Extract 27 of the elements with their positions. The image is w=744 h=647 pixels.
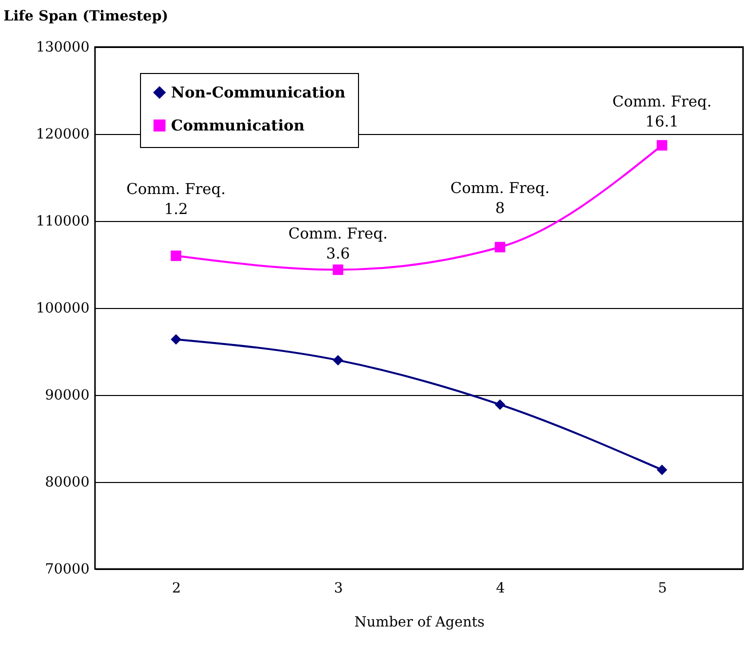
point [332, 354, 344, 366]
point [656, 464, 668, 476]
y-tick-label: 90000 [44, 388, 90, 404]
y-tick-label: 120000 [36, 126, 90, 142]
x-axis-title: Number of Agents [354, 614, 485, 630]
point [656, 140, 668, 151]
y-tick-label: 80000 [44, 474, 90, 490]
annotation: Comm. Freq. 3.6 [288, 224, 388, 263]
x-tick-label: 4 [496, 580, 506, 596]
x-tick-label: 5 [658, 580, 667, 596]
point [170, 334, 182, 345]
x-tick-label: 2 [172, 580, 181, 596]
y-tick-label: 130000 [36, 40, 90, 56]
x-tick-label: 3 [334, 580, 343, 596]
y-axis-title: Life Span (Timestep) [4, 8, 168, 24]
y-tick-label: 110000 [36, 214, 90, 230]
legend-label: Non-Communication [171, 84, 346, 102]
annotation: Comm. Freq. 16.1 [612, 92, 712, 130]
point [332, 264, 344, 275]
point [494, 242, 506, 252]
y-tick-label: 70000 [44, 562, 90, 578]
annotation: Comm. Freq. 8 [450, 179, 550, 218]
annotation: Comm. Freq. 1.2 [126, 180, 226, 218]
point [494, 399, 506, 410]
point [170, 250, 182, 262]
y-tick-label: 100000 [36, 300, 90, 316]
legend-label: Communication [171, 116, 305, 134]
